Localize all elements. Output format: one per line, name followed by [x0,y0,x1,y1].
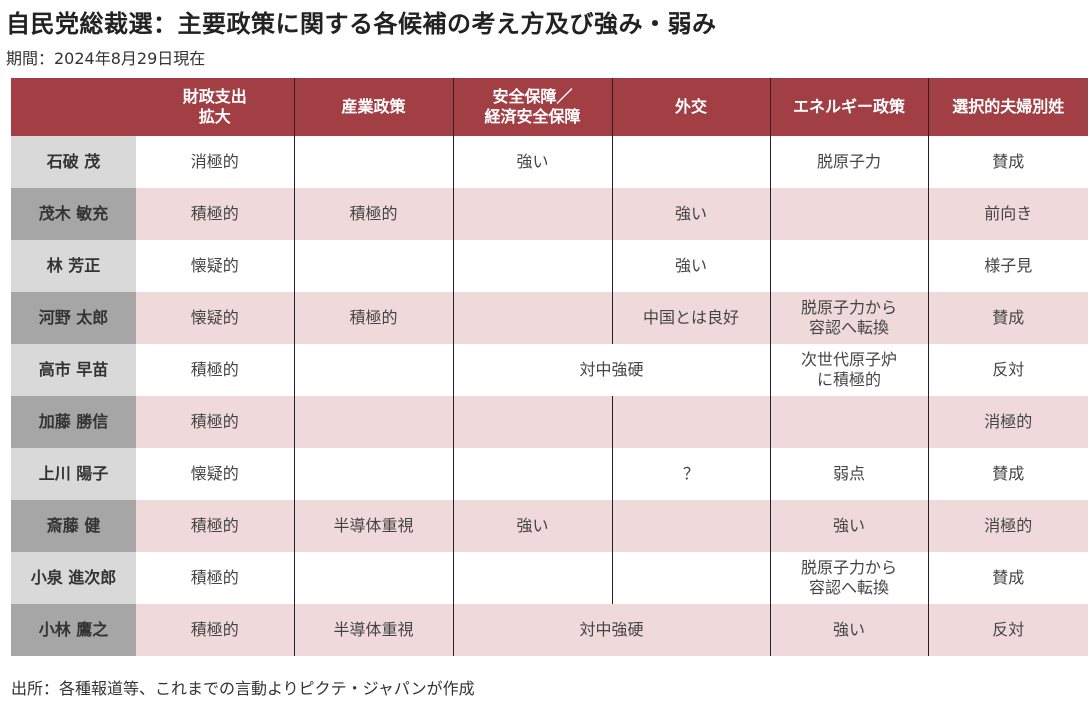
candidate-name: 林 芳正 [11,240,136,292]
table-cell [769,188,928,240]
table-cell: 積極的 [136,500,294,552]
table-cell: 強い [452,500,612,552]
table-cell: 中国とは良好 [611,292,770,344]
page-title: 自民党総裁選：主要政策に関する各候補の考え方及び強み・弱み [6,10,717,38]
table-row: 上川 陽子 懐疑的 ？弱点 賛成 [11,448,1088,500]
table-cell [293,396,453,448]
table-row: 林 芳正 懐疑的 強い 様子見 [11,240,1088,292]
table-row: 加藤 勝信 積極的 消極的 [11,396,1088,448]
column-header: 産業政策 [293,78,453,136]
table-cell [611,136,770,188]
table-cell [293,448,453,500]
table-row: 石破 茂消極的 強い 脱原子力 賛成 [11,136,1088,188]
table-cell: 賛成 [927,448,1088,500]
header-blank [11,78,136,136]
table-cell: 賛成 [927,136,1088,188]
candidate-name: 高市 早苗 [11,344,136,396]
table-cell [452,188,612,240]
table-cell [769,240,928,292]
table-row: 茂木 敏充 積極的 積極的 強い 前向き [11,188,1088,240]
table-cell [769,396,928,448]
source-note: 出所：各種報道等、これまでの言動よりピクテ・ジャパンが作成 [11,679,475,698]
table-cell: 前向き [927,188,1088,240]
table-cell: 強い [769,604,928,656]
table-cell [293,344,453,396]
table-row: 小泉 進次郎 積極的 脱原子力から 容認へ転換 賛成 [11,552,1088,604]
table-row: 高市 早苗 積極的 対中強硬 次世代原子炉 に積極的 反対 [11,344,1088,396]
column-header: 財政支出 拡大 [136,78,294,136]
table-cell [452,448,612,500]
table-cell: 積極的 [293,188,453,240]
table-cell [452,396,612,448]
table-cell: 懐疑的 [136,292,294,344]
table-cell [611,396,770,448]
table-cell [611,500,770,552]
table-cell: 強い [611,188,770,240]
candidate-name: 加藤 勝信 [11,396,136,448]
table-cell: 消極的 [927,396,1088,448]
table-cell: 懐疑的 [136,240,294,292]
table-cell [452,292,612,344]
table-cell: 脱原子力から 容認へ転換 [769,292,928,344]
table-cell: 弱点 [769,448,928,500]
table-cell: 強い [769,500,928,552]
table-row: 斎藤 健積極的 半導体重視 強い 強い 消極的 [11,500,1088,552]
table-row: 小林 鷹之 積極的 半導体重視 対中強硬 強い 反対 [11,604,1088,656]
table-cell: 反対 [927,604,1088,656]
column-header: エネルギー政策 [769,78,928,136]
table-cell [611,552,770,604]
table-cell: 脱原子力から 容認へ転換 [769,552,928,604]
table-cell: 強い [452,136,612,188]
candidate-name: 小泉 進次郎 [11,552,136,604]
column-header: 選択的夫婦別姓 [927,78,1088,136]
table-cell: 様子見 [927,240,1088,292]
table-cell: 消極的 [136,136,294,188]
table-cell: 強い [611,240,770,292]
table-cell: 積極的 [136,188,294,240]
table-cell [293,552,453,604]
table-cell: 積極的 [136,396,294,448]
table-cell: ？ [611,448,770,500]
table-cell: 賛成 [927,552,1088,604]
table-cell [293,240,453,292]
table-cell [452,240,612,292]
candidate-name: 河野 太郎 [11,292,136,344]
table-row: 河野 太郎 懐疑的 積極的 中国とは良好 脱原子力から 容認へ転換 賛成 [11,292,1088,344]
table-cell: 積極的 [136,604,294,656]
table-cell: 賛成 [927,292,1088,344]
candidate-name: 小林 鷹之 [11,604,136,656]
table-cell [293,136,453,188]
table-cell: 懐疑的 [136,448,294,500]
table-cell: 積極的 [293,292,453,344]
table-cell: 次世代原子炉 に積極的 [769,344,928,396]
table-cell: 対中強硬 [452,344,770,396]
table-cell: 脱原子力 [769,136,928,188]
candidate-name: 石破 茂 [11,136,136,188]
column-header: 外交 [611,78,770,136]
candidate-policy-table: 財政支出 拡大 産業政策 安全保障／ 経済安全保障 外交 エネルギー政策 選択的夫婦別姓 … [11,78,1088,656]
table-cell: 積極的 [136,552,294,604]
table-cell: 積極的 [136,344,294,396]
candidate-name: 茂木 敏充 [11,188,136,240]
table-cell: 消極的 [927,500,1088,552]
column-header: 安全保障／ 経済安全保障 [452,78,612,136]
table-cell: 対中強硬 [452,604,770,656]
page-subtitle: 期間：2024年8月29日現在 [6,49,206,68]
candidate-name: 斎藤 健 [11,500,136,552]
candidate-name: 上川 陽子 [11,448,136,500]
table-cell [452,552,612,604]
table-header-row: 財政支出 拡大 産業政策 安全保障／ 経済安全保障 外交 エネルギー政策 選択的夫婦別姓 [11,78,1088,136]
table-cell: 反対 [927,344,1088,396]
table-cell: 半導体重視 [293,500,453,552]
table-cell: 半導体重視 [293,604,453,656]
